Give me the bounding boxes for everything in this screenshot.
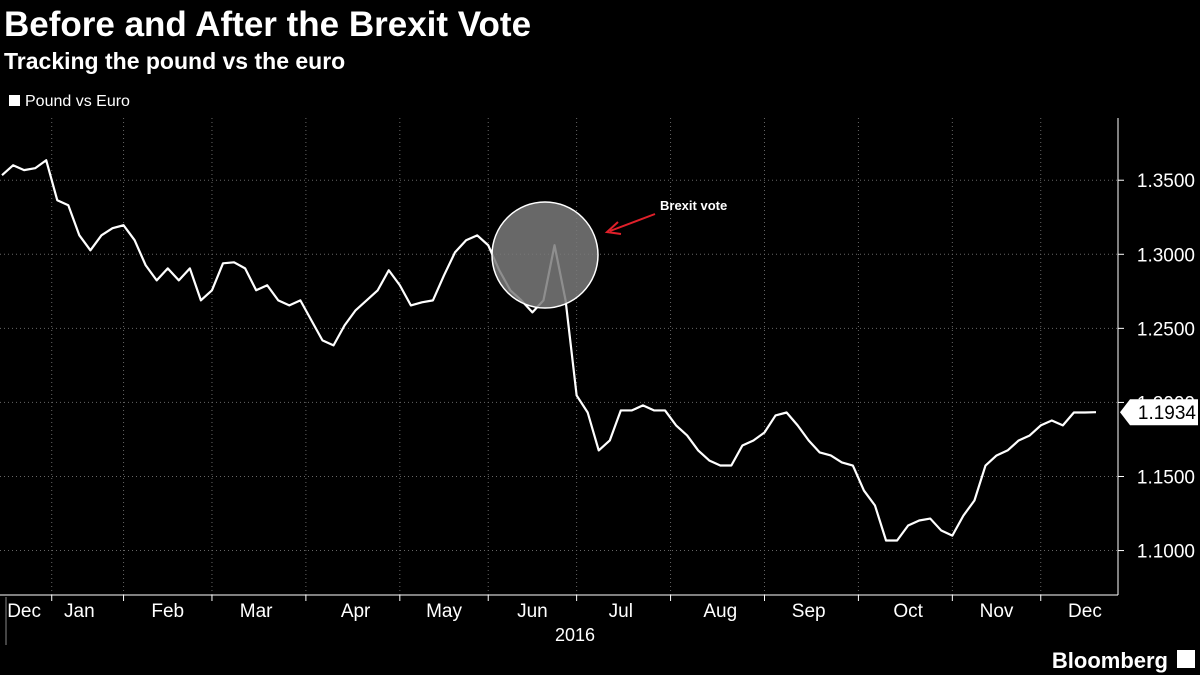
chart-subtitle: Tracking the pound vs the euro [4,48,345,74]
last-value-tag [1120,399,1198,426]
highlight-circle [491,201,599,309]
y-tick-label: 1.1000 [1137,542,1195,563]
legend-label: Pound vs Euro [25,93,130,110]
x-tick-label: Jan [64,601,95,622]
x-tick-label: Sep [792,601,826,622]
x-axis-label: 2016 [555,625,595,645]
annotation-arrow [609,213,656,232]
x-tick-label: Jun [517,601,548,622]
x-tick-label: Mar [240,601,273,622]
x-tick-label: Dec [1068,601,1102,622]
annotation: Brexit vote [660,198,727,213]
x-tick-label: Dec [7,601,41,622]
x-tick-label: Jul [609,601,633,622]
x-tick-label: Nov [980,601,1014,622]
legend-swatch [9,95,20,106]
y-tick-label: 1.3000 [1137,245,1195,266]
x-tick-label: May [426,601,462,622]
source-logo [1177,650,1195,668]
y-tick-label: 1.1500 [1137,467,1195,488]
x-tick-label: Oct [893,601,923,622]
x-tick-label: Aug [703,601,737,622]
source: Bloomberg [1052,648,1168,673]
y-tick-label: 1.3500 [1137,171,1195,192]
x-tick-label: Feb [151,601,184,622]
annotation-arrow-head [604,221,622,235]
x-tick-label: Apr [341,601,371,622]
chart-title: Before and After the Brexit Vote [4,5,531,44]
y-tick-label: 1.2500 [1137,319,1195,340]
last-value-label: 1.1934 [1138,403,1197,424]
